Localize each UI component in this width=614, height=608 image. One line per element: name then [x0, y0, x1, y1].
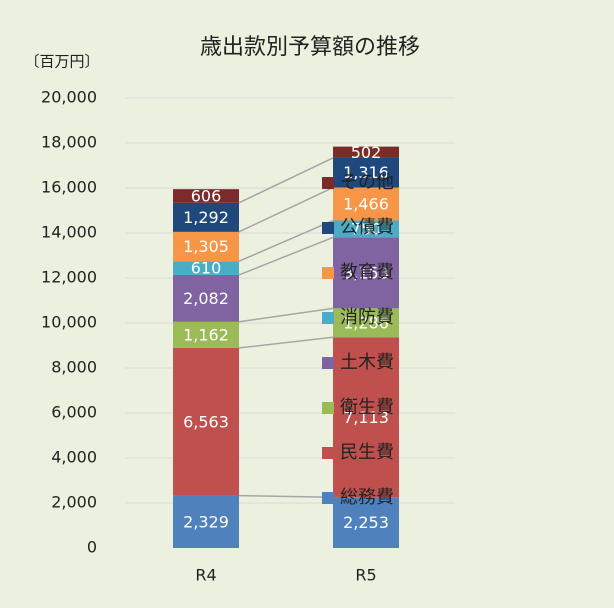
legend-swatch	[322, 222, 334, 234]
legend-swatch	[322, 177, 334, 189]
y-tick-label: 8,000	[51, 358, 97, 377]
connector-line	[238, 307, 334, 323]
y-tick-label: 14,000	[41, 223, 97, 242]
bar-segment	[173, 495, 239, 548]
data-label: 606	[191, 186, 222, 205]
chart-title: 歳出款別予算額の推移	[200, 35, 420, 60]
connector-line	[238, 219, 334, 262]
legend-swatch	[322, 312, 334, 324]
legend-swatch	[322, 447, 334, 459]
y-tick-label: 12,000	[41, 268, 97, 287]
bar-segment	[333, 308, 399, 338]
bar-segment	[333, 157, 399, 188]
legend-swatch	[322, 492, 334, 504]
y-tick-label: 16,000	[41, 178, 97, 197]
data-label: 7,113	[343, 408, 389, 427]
data-label: 1,292	[183, 208, 229, 227]
legend-swatch	[322, 267, 334, 279]
legend-label: 消防費	[340, 307, 394, 328]
bar-segment	[333, 497, 399, 548]
data-label: 1,305	[183, 237, 229, 256]
data-label: 2,253	[343, 513, 389, 532]
bar-segment	[333, 220, 399, 238]
connector-line	[238, 186, 334, 233]
bar-segment	[173, 274, 239, 322]
data-label: 2,329	[183, 512, 229, 531]
data-label: 3,153	[343, 263, 389, 282]
bar-segment	[173, 231, 239, 262]
legend-label: 公債費	[340, 217, 394, 238]
legend-swatch	[322, 357, 334, 369]
connector-line	[238, 336, 334, 349]
legend-label: 土木費	[340, 352, 394, 373]
x-tick-label: R5	[355, 566, 376, 585]
data-label: 1,162	[183, 325, 229, 344]
data-label: 1,316	[343, 163, 389, 182]
connector-line	[238, 236, 334, 276]
y-unit-label: 〔百万円〕	[24, 53, 99, 71]
y-tick-label: 18,000	[41, 133, 97, 152]
legend-label: 衛生費	[340, 397, 394, 418]
data-label: 2,082	[183, 289, 229, 308]
y-tick-label: 0	[87, 538, 97, 557]
bar-segment	[333, 187, 399, 221]
bar-segment	[333, 337, 399, 498]
data-label: 750	[351, 219, 382, 238]
data-label: 1,286	[343, 313, 389, 332]
y-tick-label: 10,000	[41, 313, 97, 332]
data-label: 610	[191, 259, 222, 278]
legend-label: 教育費	[340, 262, 394, 283]
bar-segment	[173, 261, 239, 275]
bar-segment	[333, 237, 399, 309]
y-tick-label: 6,000	[51, 403, 97, 422]
y-tick-label: 2,000	[51, 493, 97, 512]
bar-segment	[173, 347, 239, 496]
legend-label: その他	[340, 172, 394, 193]
x-tick-label: R4	[195, 566, 216, 585]
y-tick-label: 20,000	[41, 88, 97, 107]
bar-segment	[333, 146, 399, 158]
bar-segment	[173, 321, 239, 348]
data-label: 502	[351, 143, 382, 162]
legend-swatch	[322, 402, 334, 414]
legend-label: 総務費	[340, 487, 394, 508]
data-label: 6,563	[183, 412, 229, 431]
connector-line	[238, 494, 334, 499]
data-label: 1,466	[343, 195, 389, 214]
bar-segment	[173, 202, 239, 232]
connector-line	[238, 157, 334, 204]
bar-segment	[173, 189, 239, 203]
legend-label: 民生費	[340, 442, 394, 463]
y-tick-label: 4,000	[51, 448, 97, 467]
